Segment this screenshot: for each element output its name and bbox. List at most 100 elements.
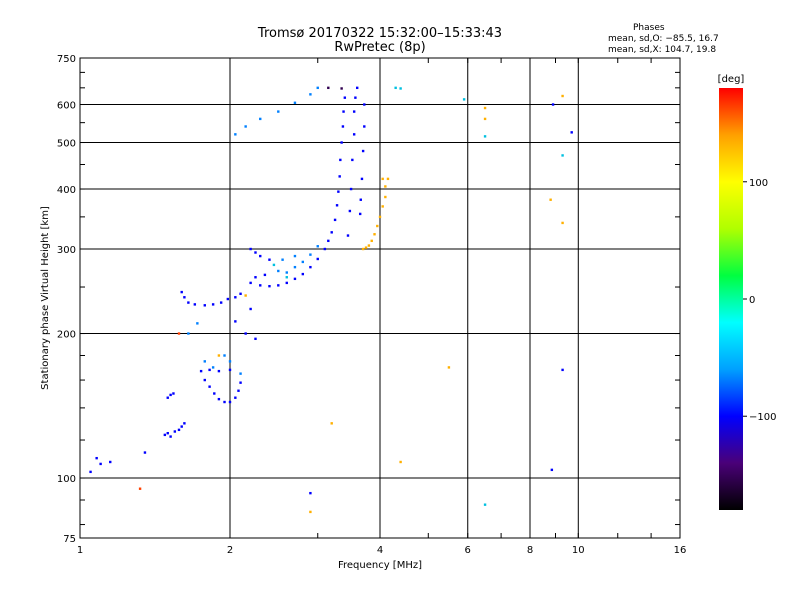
y-tick-label: 500 [57,139,76,150]
data-point [549,198,552,201]
data-point [327,239,330,243]
data-point [203,360,206,363]
data-point [381,205,384,208]
data-point [249,307,252,311]
y-tick-label: 300 [57,245,76,256]
x-tick-label: 1 [77,545,83,556]
data-point [259,117,262,121]
data-point [561,221,564,225]
x-axis-label: Frequency [MHz] [338,560,422,571]
data-point [217,397,221,401]
data-point [259,284,262,287]
data-point [234,296,237,299]
x-tick-label: 10 [572,545,585,556]
data-point [259,254,262,258]
data-point [399,460,402,464]
data-point [378,215,382,219]
data-point [340,87,343,90]
data-point [316,257,319,261]
data-point [301,272,305,276]
data-point [361,247,365,251]
data-point [239,292,242,295]
x-tick-label: 4 [377,545,383,556]
x-tick-label: 6 [465,545,471,556]
data-point [293,101,297,104]
data-point [244,332,247,335]
data-point [208,368,211,372]
data-point [223,354,226,357]
phase-stats-o: mean, sd,O: −85.5, 16.7 [608,34,719,44]
data-point [483,503,487,506]
data-point [394,86,397,90]
data-point [316,245,319,248]
data-point [399,87,402,90]
data-point [316,86,319,90]
data-point [180,425,183,428]
data-point [338,175,341,178]
data-point [361,149,365,153]
data-point [228,360,232,363]
data-point [343,96,347,99]
data-point [351,158,354,162]
data-point [285,271,288,274]
data-point [268,284,271,288]
data-point [285,281,288,285]
data-point [330,231,333,234]
data-point [234,133,237,136]
data-point [309,491,312,495]
data-point [89,470,92,474]
y-tick-label: 600 [57,101,76,112]
data-point [561,154,564,157]
data-point [263,273,267,277]
colorbar [719,88,743,510]
data-point [173,430,177,433]
data-point [177,428,181,432]
data-point [244,294,247,297]
y-tick-label: 750 [57,54,76,65]
chart-title: Tromsø 20170322 15:32:00–15:33:43 [257,26,503,41]
data-point [363,103,366,106]
data-point [169,435,172,438]
data-point [384,195,387,199]
data-point [447,366,451,369]
x-tick-label: 16 [674,545,687,556]
data-point [268,258,271,261]
data-point [483,106,487,110]
data-point [335,204,339,207]
data-point [187,332,190,335]
data-point [293,254,297,258]
data-point [193,303,197,306]
data-point [346,234,350,237]
x-tick-label: 8 [527,545,533,556]
data-point [309,510,312,514]
data-point [244,125,247,128]
data-point [309,253,312,256]
data-point [234,396,237,399]
data-point [381,177,384,181]
data-point [277,110,280,113]
colorbar-ticks: 100 0 −100 [743,178,776,423]
data-point [143,451,147,454]
data-point [352,133,356,136]
colorbar-tick-label: −100 [749,412,776,423]
data-point [373,233,376,236]
data-point [219,301,223,304]
data-point [254,276,257,279]
data-point [367,244,371,247]
data-point [223,400,226,404]
data-points [89,86,573,514]
x-axis-ticks: 1 2 4 6 8 10 16 [77,58,687,556]
data-point [483,135,487,138]
data-point [211,303,215,306]
data-point [254,251,257,254]
data-point [551,103,555,106]
data-point [272,263,276,267]
data-point [180,290,183,294]
data-point [203,304,206,307]
data-point [309,265,312,269]
y-tick-label: 75 [63,534,76,545]
data-point [376,224,379,228]
data-point [196,322,199,325]
colorbar-tick-label: 0 [749,295,755,306]
data-point [370,239,373,243]
